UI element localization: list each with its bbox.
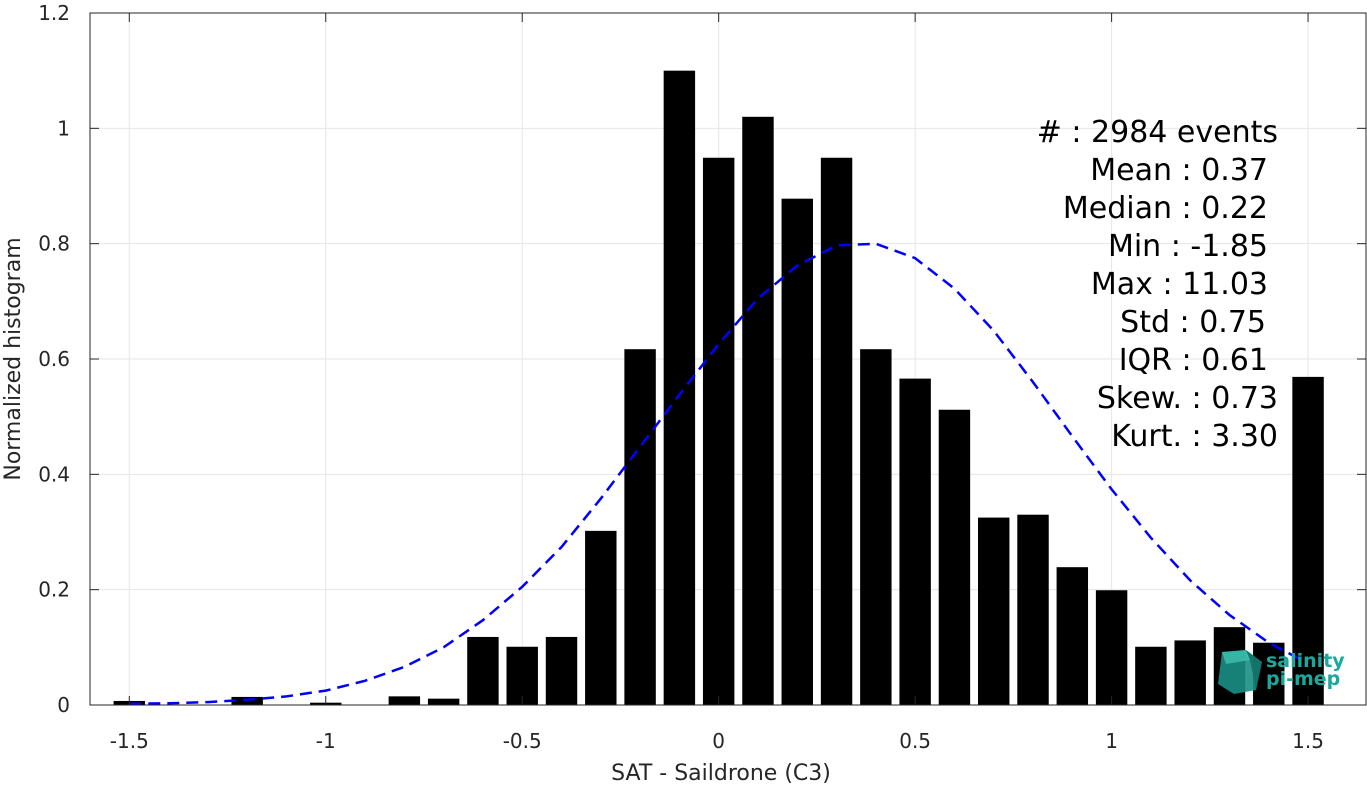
- histogram-bar-20: [899, 378, 931, 705]
- histogram-bar-16: [742, 116, 774, 706]
- histogram-bar-23: [1017, 514, 1049, 705]
- histogram-bar-21: [938, 409, 971, 705]
- stat-kurt: Kurt. : 3.30: [1111, 419, 1278, 454]
- stat-count: # : 2984 events: [1037, 115, 1278, 150]
- histogram-bar-26: [1135, 646, 1167, 705]
- logo-line1: salinity: [1266, 650, 1345, 672]
- histogram-bar-11: [545, 636, 578, 705]
- gaussian-fit-line: [129, 242, 1309, 706]
- y-tick-label: 1: [57, 116, 70, 140]
- y-tick-label: 1.2: [38, 1, 70, 25]
- histogram-bar-25: [1095, 590, 1128, 705]
- stat-std: Std : 0.75: [1120, 305, 1266, 340]
- histogram-bar-10: [506, 646, 538, 705]
- stat-max: Max : 11.03: [1091, 267, 1268, 302]
- stat-mean: Mean : 0.37: [1090, 153, 1268, 188]
- histogram-bar-27: [1174, 640, 1206, 705]
- histogram-bar-15: [702, 157, 735, 705]
- x-axis-label: SAT - Saildrone (C3): [611, 761, 831, 785]
- x-tick-label: 1: [1105, 729, 1118, 753]
- stat-iqr: IQR : 0.61: [1119, 343, 1268, 378]
- stat-min: Min : -1.85: [1108, 229, 1268, 264]
- axis-ticks: [90, 12, 1366, 706]
- salinity-pimep-logo: salinity pi-mep: [1218, 650, 1345, 694]
- x-tick-label: -1.5: [110, 729, 149, 753]
- stat-median: Median : 0.22: [1063, 191, 1268, 226]
- y-tick-label: 0: [57, 693, 70, 717]
- histogram-bar-13: [624, 349, 656, 705]
- y-axis-label: Normalized histogram: [1, 237, 26, 480]
- histogram-bar-14: [663, 70, 696, 705]
- x-tick-labels: -1.5 -1 -0.5 0 0.5 1 1.5: [110, 729, 1324, 753]
- histogram-bar-9: [467, 636, 499, 705]
- gaussian-fit-curve: [129, 242, 1309, 706]
- stat-skew: Skew. : 0.73: [1097, 381, 1278, 416]
- histogram-bar-7: [388, 696, 421, 705]
- histogram-bar-12: [585, 530, 617, 705]
- y-tick-label: 0.2: [38, 578, 70, 602]
- histogram-bar-8: [427, 698, 460, 705]
- y-tick-label: 0.6: [38, 347, 70, 371]
- histogram-bar-17: [781, 198, 813, 706]
- y-tick-labels: 0 0.2 0.4 0.6 0.8 1 1.2: [38, 1, 70, 717]
- x-tick-label: 0.5: [899, 729, 931, 753]
- histogram-bar-18: [820, 157, 853, 705]
- histogram-bar-30: [1292, 376, 1324, 705]
- x-tick-label: 1.5: [1292, 729, 1324, 753]
- logo-line2: pi-mep: [1266, 668, 1340, 690]
- y-tick-label: 0.4: [38, 462, 70, 486]
- x-tick-label: -1: [316, 729, 336, 753]
- x-tick-label: -0.5: [503, 729, 542, 753]
- x-tick-label: 0: [712, 729, 725, 753]
- y-tick-label: 0.8: [38, 232, 70, 256]
- histogram-bar-22: [978, 517, 1010, 705]
- histogram-bar-19: [860, 349, 892, 705]
- histogram-bars: [113, 70, 1324, 706]
- histogram-bar-24: [1056, 567, 1089, 705]
- statistics-annotation: # : 2984 events Mean : 0.37 Median : 0.2…: [1037, 115, 1278, 454]
